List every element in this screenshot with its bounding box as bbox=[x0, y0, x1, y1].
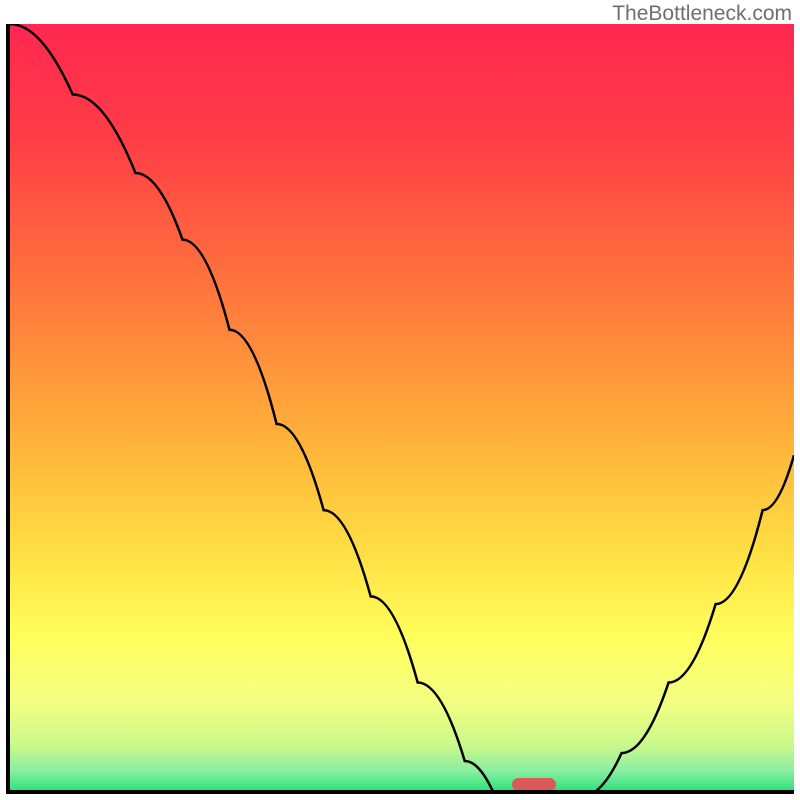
curve-path bbox=[10, 24, 794, 794]
curve-svg bbox=[10, 24, 794, 794]
optimum-marker bbox=[512, 778, 555, 790]
watermark-text: TheBottleneck.com bbox=[612, 2, 792, 26]
chart-frame bbox=[6, 24, 794, 794]
